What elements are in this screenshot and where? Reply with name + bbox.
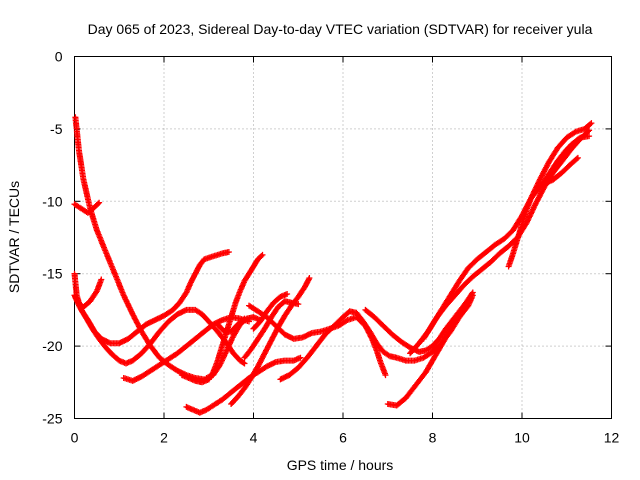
series-arc-17 [384, 299, 470, 409]
data-point-marker [127, 305, 134, 312]
y-tick-label: -5 [50, 121, 63, 137]
data-point-marker [469, 289, 476, 296]
data-point-marker [382, 372, 389, 379]
data-point-marker [130, 312, 137, 319]
y-tick-label: 0 [55, 49, 63, 65]
series-arc-2 [71, 199, 103, 216]
y-tick-label: -15 [42, 266, 62, 282]
data-point-marker [240, 359, 247, 366]
series-arc-10 [214, 315, 248, 335]
series-arc-19 [420, 120, 595, 342]
y-axis-title: SDTVAR / TECUs [6, 181, 22, 293]
x-tick-label: 2 [160, 430, 168, 446]
data-point-marker [259, 251, 266, 258]
series-arc-21 [541, 154, 581, 187]
data-point-marker [306, 275, 313, 281]
x-tick-label: 12 [604, 430, 620, 446]
chart-title: Day 065 of 2023, Sidereal Day-to-day VTE… [88, 21, 593, 37]
x-axis-title: GPS time / hours [287, 457, 394, 473]
data-point-marker [586, 127, 593, 134]
data-point-marker [574, 154, 581, 161]
data-series [71, 114, 595, 416]
y-tick-label: -25 [42, 411, 62, 427]
x-tick-label: 6 [339, 430, 347, 446]
data-point-marker [241, 315, 248, 322]
data-point-marker [587, 121, 594, 128]
data-point-marker [217, 317, 224, 324]
data-point-marker [284, 291, 291, 297]
data-point-marker [468, 290, 475, 297]
data-point-marker [125, 303, 132, 310]
data-point-marker [462, 300, 469, 307]
data-point-marker [586, 133, 593, 140]
x-tick-label: 0 [71, 430, 79, 446]
data-point-marker [241, 360, 248, 367]
data-point-marker [343, 317, 350, 324]
data-point-marker [95, 200, 101, 207]
data-point-marker [571, 129, 578, 136]
data-point-marker [225, 249, 232, 255]
data-point-marker [535, 194, 542, 201]
y-tick-label: -20 [42, 338, 62, 354]
data-point-marker [295, 301, 302, 308]
data-point-marker [297, 354, 304, 361]
x-tick-label: 10 [514, 430, 530, 446]
data-point-marker [240, 316, 247, 323]
grid [74, 56, 612, 419]
x-tick-label: 8 [429, 430, 437, 446]
data-point-marker [96, 199, 103, 206]
data-point-marker [258, 253, 265, 259]
data-point-marker [573, 155, 580, 162]
data-point-marker [529, 207, 536, 214]
data-point-marker [98, 276, 105, 283]
x-tick-label: 4 [250, 430, 258, 446]
series-arc-20 [505, 133, 593, 270]
data-point-marker [588, 120, 595, 127]
series-arc-7 [178, 251, 266, 386]
y-tick-label: -10 [42, 193, 62, 209]
data-point-marker [463, 299, 470, 306]
series-arc-16 [362, 289, 476, 355]
axis-ticks: 0 2 4 6 8 10 12 0 -5 -10 -15 -20 -25 [42, 49, 619, 446]
